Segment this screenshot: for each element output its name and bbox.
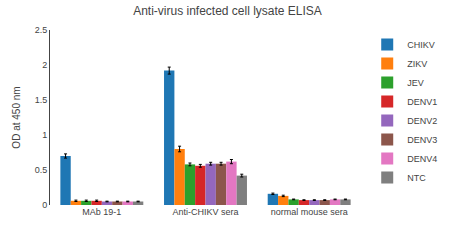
- svg-text:DENV2: DENV2: [407, 116, 437, 126]
- svg-text:MAb 19-1: MAb 19-1: [82, 207, 121, 217]
- svg-text:Anti-CHIKV sera: Anti-CHIKV sera: [172, 207, 238, 217]
- svg-text:JEV: JEV: [407, 78, 424, 88]
- svg-text:0: 0: [42, 200, 47, 210]
- svg-text:2: 2: [42, 60, 47, 70]
- svg-text:Anti-virus infected cell lysat: Anti-virus infected cell lysate ELISA: [133, 4, 322, 18]
- svg-text:ZIKV: ZIKV: [407, 59, 427, 69]
- svg-text:1: 1: [42, 130, 47, 140]
- svg-text:2.5: 2.5: [35, 25, 48, 35]
- svg-text:DENV4: DENV4: [407, 154, 437, 164]
- svg-text:OD at 450 nm: OD at 450 nm: [11, 86, 22, 148]
- svg-text:CHIKV: CHIKV: [407, 40, 435, 50]
- svg-text:0.5: 0.5: [35, 165, 48, 175]
- svg-text:NTC: NTC: [407, 173, 426, 183]
- svg-text:normal mouse sera: normal mouse sera: [271, 207, 348, 217]
- svg-text:DENV3: DENV3: [407, 135, 437, 145]
- svg-text:DENV1: DENV1: [407, 97, 437, 107]
- svg-text:1.5: 1.5: [35, 95, 48, 105]
